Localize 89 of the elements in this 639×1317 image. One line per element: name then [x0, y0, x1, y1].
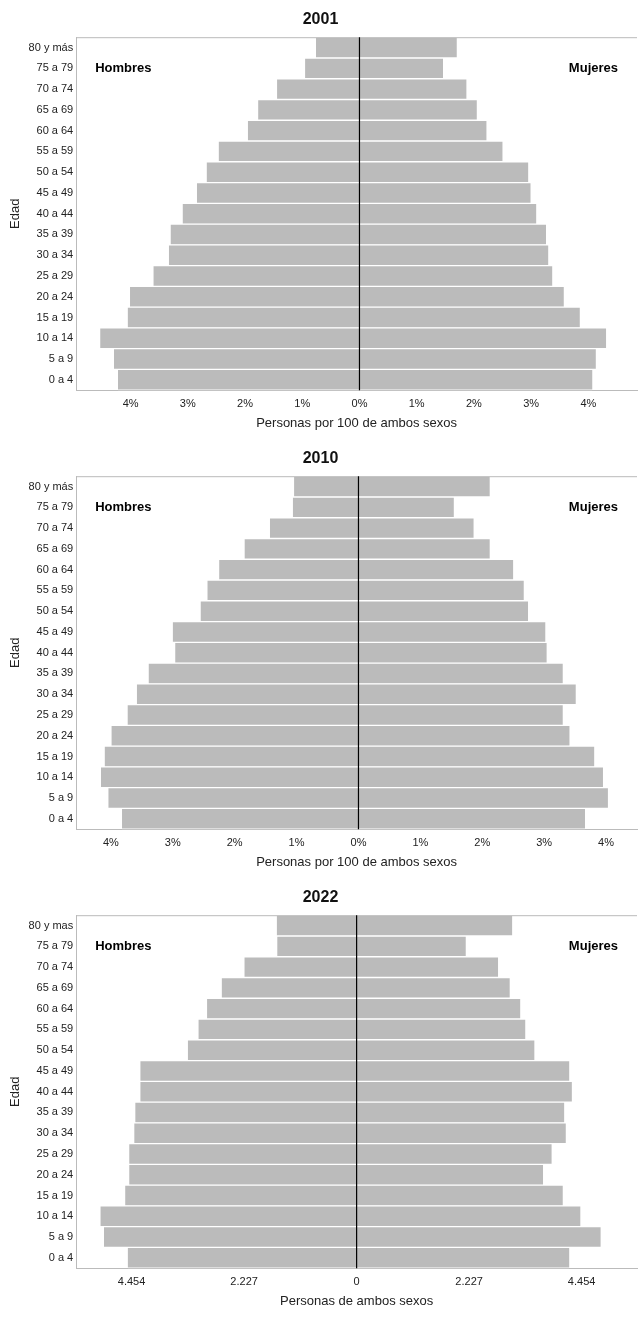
y-tick-label: 20 a 24 — [36, 1167, 74, 1180]
y-tick-label: 15 a 19 — [36, 1188, 74, 1201]
y-tick-label: 40 a 44 — [36, 645, 74, 658]
y-tick-label: 5 a 9 — [48, 1230, 74, 1243]
y-tick-label: 60 a 64 — [36, 562, 74, 575]
x-tick-label: 0% — [351, 396, 368, 409]
y-tick-label: 45 a 49 — [36, 185, 74, 198]
y-tick-label: 15 a 19 — [36, 749, 74, 762]
y-tick-label: 30 a 34 — [36, 687, 74, 700]
x-axis-title: Personas por 100 de ambos sexos — [256, 414, 458, 430]
y-tick-label: 35 a 39 — [36, 227, 74, 240]
y-tick-label: 50 a 54 — [36, 604, 74, 617]
y-tick-label: 65 a 69 — [36, 980, 74, 993]
y-tick-label: 70 a 74 — [36, 82, 74, 95]
chart-title: 2010 — [302, 449, 339, 467]
y-tick-label: 30 a 34 — [36, 1126, 74, 1139]
x-tick-label: 0% — [350, 835, 367, 848]
y-tick-label: 75 a 79 — [36, 500, 74, 513]
y-tick-label: 10 a 14 — [36, 1209, 74, 1222]
y-tick-label: 10 a 14 — [36, 331, 74, 344]
x-tick-label: 4% — [580, 396, 597, 409]
y-axis-title: Edad — [7, 1076, 23, 1107]
annotation: Mujeres — [568, 498, 618, 514]
y-tick-label: 45 a 49 — [36, 1063, 74, 1076]
y-tick-label: 30 a 34 — [36, 248, 74, 261]
x-tick-label: 3% — [164, 835, 181, 848]
y-tick-label: 70 a 74 — [36, 960, 74, 973]
x-tick-label: 4% — [122, 396, 139, 409]
y-tick-label: 0 a 4 — [48, 1250, 74, 1263]
x-tick-label: 4.454 — [567, 1274, 596, 1287]
x-tick-label: 1% — [288, 835, 305, 848]
y-tick-label: 25 a 29 — [36, 708, 74, 721]
y-tick-label: 20 a 24 — [36, 728, 74, 741]
annotation: Hombres — [95, 498, 152, 514]
x-axis-title: Personas de ambos sexos — [280, 1292, 434, 1308]
annotation: Hombres — [95, 937, 152, 953]
x-tick-label: 3% — [179, 396, 196, 409]
x-tick-label: 1% — [294, 396, 311, 409]
y-tick-label: 40 a 44 — [36, 1084, 74, 1097]
y-tick-label: 0 a 4 — [48, 372, 74, 385]
x-tick-label: 2.227 — [230, 1274, 258, 1287]
y-tick-label: 5 a 9 — [48, 791, 74, 804]
y-tick-label: 15 a 19 — [36, 310, 74, 323]
x-tick-label: 2.227 — [455, 1274, 483, 1287]
y-tick-label: 65 a 69 — [36, 102, 74, 115]
x-tick-label: 3% — [536, 835, 553, 848]
y-tick-label: 0 a 4 — [48, 811, 74, 824]
x-tick-label: 2% — [226, 835, 243, 848]
y-tick-label: 80 y más — [28, 479, 74, 492]
annotation: Mujeres — [568, 937, 618, 953]
y-tick-label: 55 a 59 — [36, 1022, 74, 1035]
y-tick-label: 35 a 39 — [36, 1105, 74, 1118]
x-tick-label: 4% — [102, 835, 120, 848]
y-tick-label: 80 y mas — [28, 918, 74, 931]
chart-title: 2022 — [302, 888, 339, 906]
x-tick-label: 3% — [523, 396, 540, 409]
y-axis-title: Edad — [7, 637, 23, 668]
x-tick-label: 2% — [237, 396, 254, 409]
y-tick-label: 25 a 29 — [36, 1147, 74, 1160]
y-tick-label: 20 a 24 — [36, 289, 74, 302]
annotation: Mujeres — [568, 59, 618, 75]
y-tick-label: 40 a 44 — [36, 206, 74, 219]
y-tick-label: 50 a 54 — [36, 165, 74, 178]
y-tick-label: 35 a 39 — [36, 666, 74, 679]
x-tick-label: 4% — [598, 835, 615, 848]
y-tick-label: 10 a 14 — [36, 770, 74, 783]
y-tick-label: 75 a 79 — [36, 939, 74, 952]
x-tick-label: 0 — [353, 1274, 360, 1287]
x-tick-label: 4.454 — [117, 1274, 146, 1287]
y-tick-label: 55 a 59 — [36, 144, 74, 157]
y-tick-label: 5 a 9 — [48, 352, 74, 365]
y-tick-label: 50 a 54 — [36, 1043, 74, 1056]
y-tick-label: 55 a 59 — [36, 583, 74, 596]
y-tick-label: 60 a 64 — [36, 123, 74, 136]
chart-title: 2001 — [302, 10, 339, 28]
annotation: Hombres — [95, 59, 152, 75]
x-tick-label: 2% — [474, 835, 491, 848]
x-tick-label: 2% — [465, 396, 483, 409]
y-tick-label: 45 a 49 — [36, 624, 74, 637]
x-tick-label: 1% — [408, 396, 425, 409]
x-tick-label: 1% — [412, 835, 429, 848]
y-tick-label: 60 a 64 — [36, 1001, 74, 1014]
y-tick-label: 75 a 79 — [36, 61, 74, 74]
y-tick-label: 65 a 69 — [36, 541, 74, 554]
y-tick-label: 25 a 29 — [36, 269, 74, 282]
y-tick-label: 70 a 74 — [36, 521, 74, 534]
x-axis-title: Personas por 100 de ambos sexos — [256, 853, 458, 869]
y-tick-label: 80 y más — [28, 40, 74, 53]
y-axis-title: Edad — [7, 198, 23, 229]
